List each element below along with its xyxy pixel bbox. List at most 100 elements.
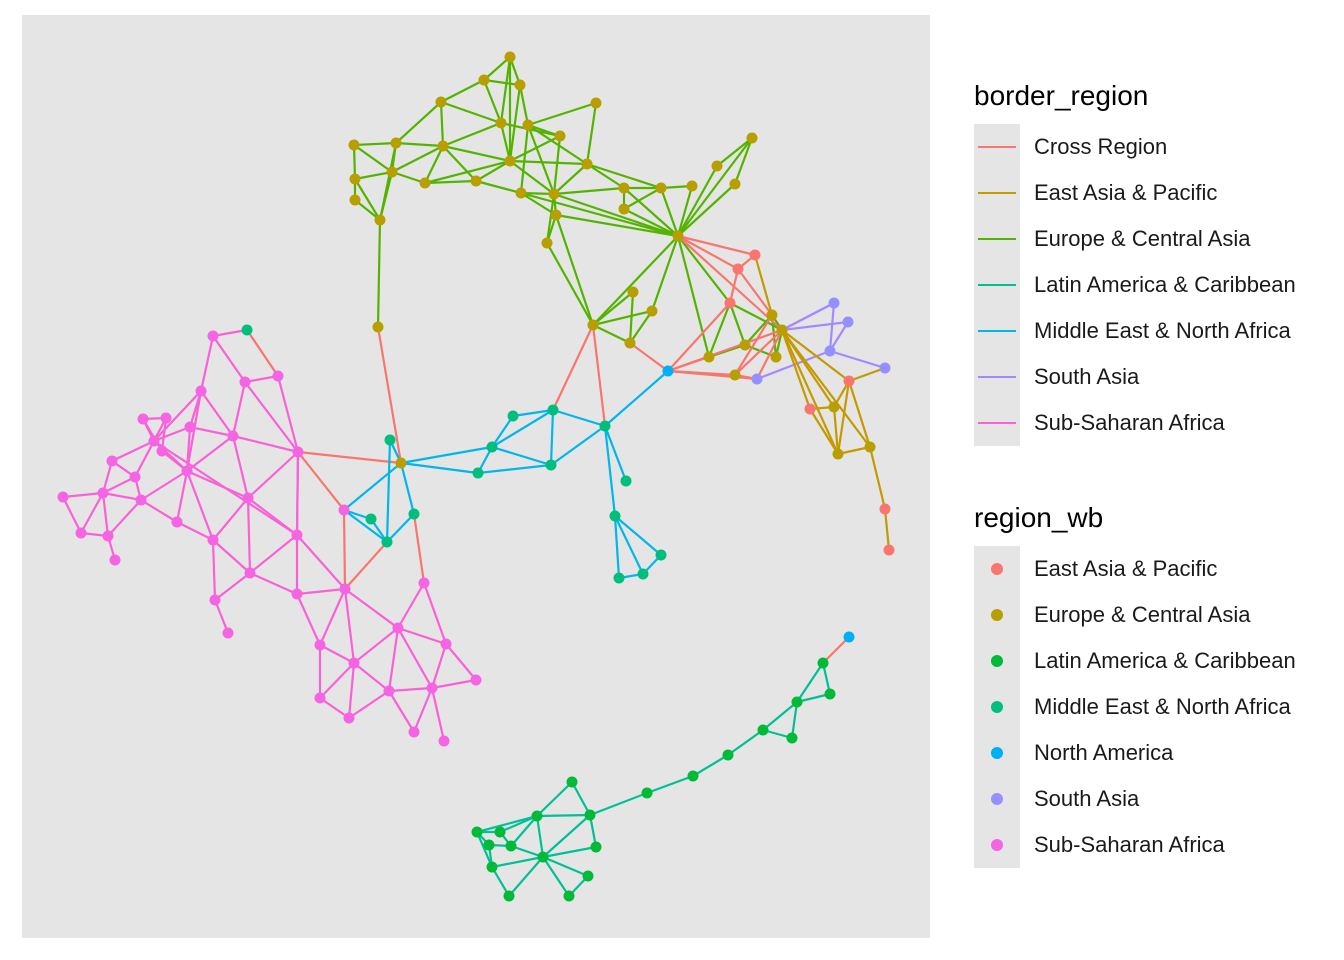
edge-sub-saharan-africa [101, 475, 137, 495]
edge-europe-and-central-asia [526, 123, 589, 166]
edge-europe-and-central-asia [508, 83, 522, 163]
edge-sub-saharan-africa [133, 439, 156, 479]
legend-line-swatch [978, 284, 1016, 286]
edge-latin-america-and-caribbean [475, 814, 539, 834]
legend-item-east-asia-and-pacific: East Asia & Pacific [974, 546, 1296, 592]
legend-item-sub-saharan-africa: Sub-Saharan Africa [974, 400, 1296, 446]
edge-europe-and-central-asia [676, 234, 711, 359]
edge-east-asia-and-pacific [847, 366, 887, 383]
edge-sub-saharan-africa [243, 374, 280, 384]
legend-label: Latin America & Caribbean [1034, 272, 1296, 297]
edge-east-asia-and-pacific [780, 328, 851, 383]
edge-cross-region [676, 234, 740, 271]
edge-europe-and-central-asia [482, 78, 522, 87]
node-latin-america-and-caribbean [494, 826, 506, 838]
edge-sub-saharan-africa [61, 495, 83, 535]
node-middle-east-and-north-africa [381, 536, 393, 548]
edge-cross-region [296, 450, 346, 512]
edge-europe-and-central-asia [554, 213, 680, 238]
node-latin-america-and-caribbean [537, 851, 549, 863]
edge-east-asia-and-pacific [780, 328, 872, 449]
node-latin-america-and-caribbean [486, 861, 498, 873]
node-europe-and-central-asia [729, 369, 741, 381]
edge-middle-east-and-north-africa [511, 408, 555, 418]
edge-europe-and-central-asia [499, 121, 512, 163]
node-sub-saharan-africa [339, 583, 351, 595]
edge-south-asia [828, 301, 836, 353]
node-sub-saharan-africa [343, 712, 355, 724]
edge-middle-east-and-north-africa [399, 461, 416, 516]
edge-latin-america-and-caribbean [535, 814, 545, 859]
edge-europe-and-central-asia [352, 143, 357, 181]
edge-sub-saharan-africa [396, 626, 434, 690]
edge-europe-and-central-asia [622, 186, 663, 211]
edge-cross-region [728, 267, 740, 305]
edge-sub-saharan-africa [318, 661, 356, 700]
edge-europe-and-central-asia [545, 241, 595, 327]
edge-cross-region [342, 508, 347, 591]
node-sub-saharan-africa [272, 370, 284, 382]
edge-sub-saharan-africa [318, 696, 351, 720]
edge-sub-saharan-africa [295, 450, 300, 537]
node-sub-saharan-africa [129, 471, 141, 483]
legend-line-swatch [978, 146, 1016, 148]
edge-sub-saharan-africa [422, 581, 448, 646]
edge-sub-saharan-africa [211, 328, 249, 338]
node-latin-america-and-caribbean [563, 890, 575, 902]
legend-key [974, 170, 1020, 216]
edge-sub-saharan-africa [101, 491, 110, 538]
edge-middle-east-and-north-africa [613, 514, 645, 576]
edge-east-asia-and-pacific [868, 445, 887, 511]
edge-sub-saharan-africa [199, 334, 215, 393]
edge-middle-east-and-north-africa [613, 514, 621, 580]
edge-europe-and-central-asia [423, 144, 445, 185]
legend-label: Europe & Central Asia [1034, 226, 1251, 251]
edge-latin-america-and-caribbean [790, 700, 799, 740]
edge-sub-saharan-africa [387, 689, 416, 734]
edge-europe-and-central-asia [715, 136, 754, 168]
edge-latin-america-and-caribbean [541, 813, 592, 859]
legend-key [974, 354, 1020, 400]
node-sub-saharan-africa [160, 412, 172, 424]
edge-sub-saharan-africa [152, 425, 192, 443]
edge-cross-region [676, 234, 784, 332]
legend-label: East Asia & Pacific [1034, 556, 1218, 581]
node-europe-and-central-asia [548, 188, 560, 200]
node-europe-and-central-asia [541, 237, 553, 249]
edge-sub-saharan-africa [139, 469, 189, 502]
edge-europe-and-central-asia [519, 123, 530, 195]
legend-region-wb: region_wb East Asia & Pacific Europe & Ce… [974, 500, 1296, 868]
edge-cross-region [666, 301, 732, 373]
edge-sub-saharan-africa [188, 389, 203, 429]
node-sub-saharan-africa [291, 529, 303, 541]
node-east-asia-and-pacific [843, 375, 855, 387]
edge-europe-and-central-asia [585, 162, 626, 190]
node-europe-and-central-asia [627, 286, 639, 298]
edge-europe-and-central-asia [519, 191, 558, 217]
node-latin-america-and-caribbean [817, 657, 829, 669]
legend-key [974, 730, 1020, 776]
edge-sub-saharan-africa [101, 459, 114, 495]
node-sub-saharan-africa [314, 692, 326, 704]
node-europe-and-central-asia [504, 155, 516, 167]
node-sub-saharan-africa [239, 376, 251, 388]
node-europe-and-central-asia [515, 187, 527, 199]
edge-middle-east-and-north-africa [549, 408, 555, 467]
edge-europe-and-central-asia [499, 55, 512, 125]
node-europe-and-central-asia [646, 305, 658, 317]
edge-sub-saharan-africa [185, 434, 235, 473]
node-europe-and-central-asia [655, 182, 667, 194]
edge-europe-and-central-asia [591, 309, 654, 327]
edge-sub-saharan-africa [396, 626, 448, 646]
edge-middle-east-and-north-africa [603, 369, 670, 428]
legend-title-region-wb: region_wb [974, 502, 1104, 533]
edge-cross-region [733, 328, 784, 377]
node-east-asia-and-pacific [732, 263, 744, 275]
edge-europe-and-central-asia [591, 234, 680, 327]
edge-sub-saharan-africa [347, 689, 391, 720]
legend-item-latin-america-and-caribbean: Latin America & Caribbean [974, 638, 1296, 684]
node-latin-america-and-caribbean [584, 809, 596, 821]
edge-europe-and-central-asia [508, 159, 556, 196]
node-europe-and-central-asia [770, 351, 782, 363]
node-south-asia [828, 297, 840, 309]
